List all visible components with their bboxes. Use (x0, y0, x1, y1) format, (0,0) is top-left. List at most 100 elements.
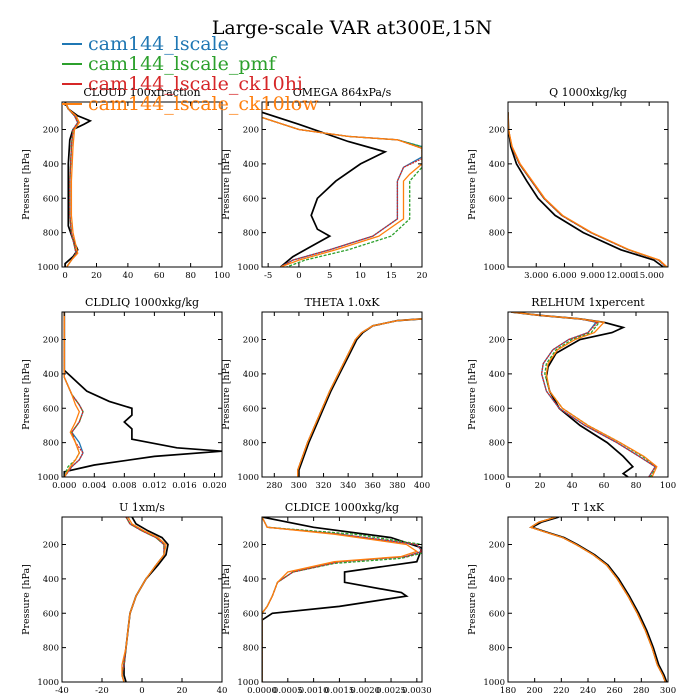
x-tick-label: 20 (177, 686, 188, 696)
y-tick-label: 800 (43, 229, 59, 239)
y-tick-label: 600 (489, 404, 505, 414)
x-tick-label: 0 (139, 686, 144, 696)
legend: cam144_lscalecam144_lscale_pmfcam144_lsc… (62, 33, 319, 115)
chart-title: OMEGA 864xPa/s (293, 86, 392, 99)
chart-title: U 1xm/s (119, 501, 165, 514)
y-axis-label: Pressure [hPa] (467, 149, 478, 220)
chart-title: T 1xK (572, 501, 605, 514)
y-axis-label: Pressure [hPa] (21, 359, 32, 430)
y-tick-label: 200 (243, 336, 259, 346)
y-tick-label: 400 (243, 370, 259, 380)
y-tick-label: 400 (243, 575, 259, 585)
x-tick-label: -40 (55, 686, 69, 696)
y-tick-label: 800 (243, 644, 259, 654)
x-tick-label: 20 (535, 481, 546, 491)
x-tick-label: 0 (505, 481, 510, 491)
y-tick-label: 1000 (37, 473, 59, 483)
y-tick-label: 200 (43, 336, 59, 346)
x-tick-label: 40 (122, 271, 133, 281)
x-tick-label: 40 (217, 686, 228, 696)
x-tick-label: 80 (631, 481, 642, 491)
y-tick-label: 400 (489, 370, 505, 380)
y-tick-label: 800 (243, 439, 259, 449)
chart-title: CLDLIQ 1000xkg/kg (85, 296, 199, 309)
series-group (511, 312, 658, 477)
y-tick-label: 200 (489, 126, 505, 136)
chart-title: CLDICE 1000xkg/kg (285, 501, 399, 514)
y-tick-label: 600 (489, 609, 505, 619)
axes-frame (507, 101, 669, 268)
series-line-cam144_lscale_ck10hi (529, 517, 666, 682)
x-tick-label: 0.0015 (325, 686, 355, 696)
x-tick-label: -5 (264, 271, 272, 281)
x-tick-label: 280 (633, 686, 649, 696)
x-tick-label: 180 (500, 686, 516, 696)
y-tick-label: 400 (489, 160, 505, 170)
y-axis-label: Pressure [hPa] (467, 564, 478, 635)
y-tick-label: 600 (243, 609, 259, 619)
x-tick-label: 80 (185, 271, 196, 281)
series-group (63, 312, 222, 477)
x-tick-label: 0.0020 (350, 686, 380, 696)
y-tick-label: 800 (489, 229, 505, 239)
series-line-cam144_lscale_ck10low (121, 517, 167, 682)
x-tick-label: 300 (291, 481, 307, 491)
y-axis-label: Pressure [hPa] (221, 149, 232, 220)
y-tick-label: 200 (489, 336, 505, 346)
series-line-cam144_lscale_ck10hi (64, 102, 79, 267)
chart-panel: T 1xK 180 200 220 240 260 280 300 200 400 600 800 10… (467, 501, 676, 696)
y-tick-label: 400 (489, 575, 505, 585)
series-line-cam144_lscale (297, 318, 422, 477)
x-tick-label: 320 (315, 481, 331, 491)
axes-frame (261, 311, 423, 478)
legend-label: cam144_lscale (88, 33, 229, 55)
y-axis-label: Pressure [hPa] (21, 564, 32, 635)
y-tick-label: 1000 (237, 678, 259, 688)
series-line-cam144_lscale_pmf (529, 517, 666, 682)
x-tick-label: 240 (580, 686, 596, 696)
series-line-cam144_lscale_ck10hi (121, 517, 165, 682)
chart-panel: OMEGA 864xPa/s -5 0 5 10 15 20 200 400 600 800 1000… (221, 86, 427, 281)
y-tick-label: 600 (43, 404, 59, 414)
x-tick-label: 0.016 (172, 481, 196, 491)
x-tick-label: 100 (660, 481, 676, 491)
x-tick-label: 300 (660, 686, 676, 696)
x-tick-label: 5 (327, 271, 332, 281)
y-tick-label: 200 (43, 541, 59, 551)
y-tick-label: 800 (43, 644, 59, 654)
x-tick-label: 0.004 (82, 481, 106, 491)
x-tick-label: 0.012 (142, 481, 166, 491)
axes-frame (61, 516, 223, 683)
y-tick-label: 200 (243, 126, 259, 136)
series-line-cam144_lscale_ck10hi (63, 312, 84, 477)
legend-label: cam144_lscale_pmf (88, 53, 278, 75)
y-tick-label: 800 (243, 229, 259, 239)
y-axis-label: Pressure [hPa] (221, 359, 232, 430)
series-line-cam144_lscale_pmf (121, 517, 165, 682)
x-tick-label: 15.000 (634, 271, 664, 281)
y-tick-label: 200 (43, 126, 59, 136)
chart-panel: THETA 1.0xK 280 300 320 340 360 380 400 200 400 60… (221, 296, 430, 491)
x-tick-label: 3.000 (524, 271, 548, 281)
y-tick-label: 400 (243, 160, 259, 170)
x-tick-label: 380 (389, 481, 405, 491)
x-tick-label: 0.0025 (376, 686, 406, 696)
x-tick-label: 0.0005 (273, 686, 303, 696)
series-line-cam144_lscale_pmf (262, 116, 422, 267)
x-tick-label: 400 (414, 481, 430, 491)
x-tick-label: 200 (527, 686, 543, 696)
series-group (508, 112, 668, 267)
y-tick-label: 1000 (37, 263, 59, 273)
chart-title: THETA 1.0xK (304, 296, 380, 309)
y-tick-label: 200 (243, 541, 259, 551)
series-group (262, 517, 422, 682)
series-line-cam144_lscale_ck10low (529, 517, 666, 682)
x-tick-label: 60 (599, 481, 610, 491)
axes-frame (261, 516, 423, 683)
axes-frame (507, 311, 669, 478)
x-tick-label: 260 (607, 686, 623, 696)
x-tick-label: 0.008 (112, 481, 136, 491)
x-tick-label: -20 (95, 686, 109, 696)
chart-title: CLOUD 100xfraction (83, 86, 200, 99)
